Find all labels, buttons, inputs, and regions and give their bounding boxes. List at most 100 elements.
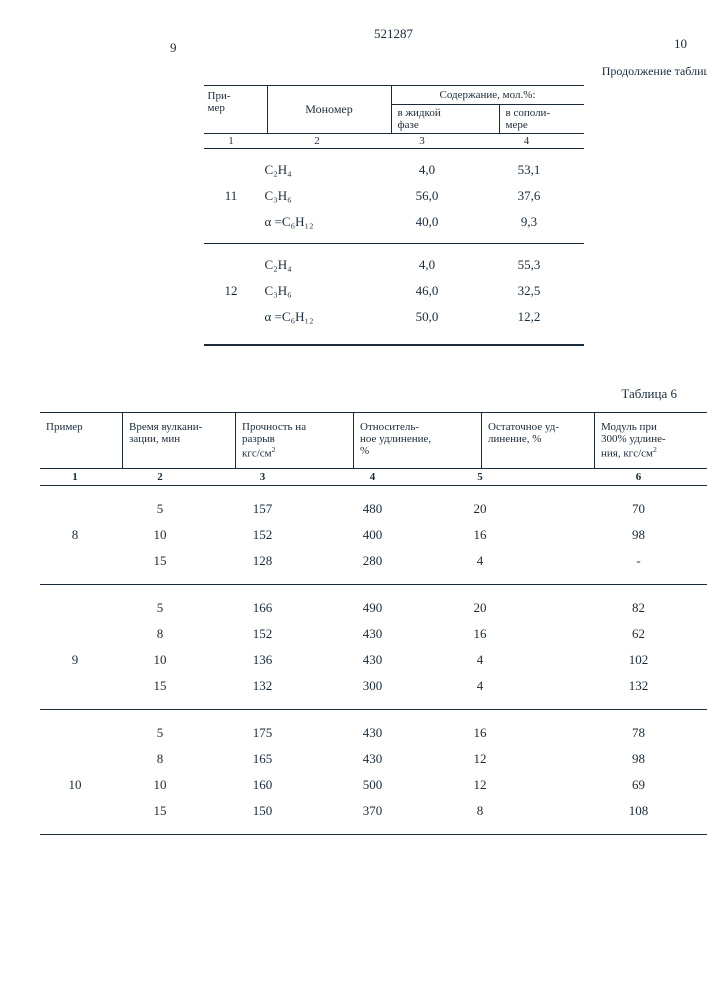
t5-colnum-3: 3: [375, 134, 470, 148]
t6-cell-perm-elong: 20: [430, 501, 530, 517]
table-5-body: C₂H₄4,053,111C₃H₆56,037,6α =C₆H₁₂40,09,3…: [204, 149, 584, 346]
t6-cell-modulus: 132: [530, 678, 707, 694]
table-row: C₂H₄4,055,3: [204, 252, 584, 278]
document-number: 521287: [374, 26, 413, 42]
t6-cell-time: 15: [110, 678, 210, 694]
t5-group: C₂H₄4,055,312C₃H₆46,032,5α =C₆H₁₂50,012,…: [204, 244, 584, 346]
table-row: 8101524001698: [40, 522, 707, 548]
page-number-left: 9: [170, 40, 177, 56]
t6-cell-perm-elong: 12: [430, 751, 530, 767]
t6-cell-strength: 166: [210, 600, 315, 616]
t6-header-perm-elong: Остаточное уд-линение, %: [482, 413, 595, 468]
t6-cell-perm-elong: 4: [430, 678, 530, 694]
t6-colnum-4: 4: [315, 469, 430, 485]
t5-cell-copolymer: 55,3: [475, 257, 584, 273]
table-row: 11C₃H₆56,037,6: [204, 183, 584, 209]
t6-cell-rel-elong: 300: [315, 678, 430, 694]
table-continuation-label: Продолжение таблицы 5: [40, 64, 707, 79]
t6-cell-strength: 136: [210, 652, 315, 668]
t6-cell-rel-elong: 430: [315, 751, 430, 767]
t6-colnum-3: 3: [210, 469, 315, 485]
t6-cell-rel-elong: 430: [315, 652, 430, 668]
t6-cell-perm-elong: 12: [430, 777, 530, 793]
table-6-body: 515748020708101524001698151282804-516649…: [40, 486, 707, 835]
table-row: 151323004132: [40, 673, 707, 699]
t6-cell-modulus: 98: [530, 751, 707, 767]
table-row: 81524301662: [40, 621, 707, 647]
table-row: 51754301678: [40, 720, 707, 746]
t5-group: C₂H₄4,053,111C₃H₆56,037,6 α =C₆H₁₂40,09,3: [204, 149, 584, 244]
t6-cell-strength: 160: [210, 777, 315, 793]
t6-colnum-5: 5: [430, 469, 530, 485]
t6-header-rel-elong: Относитель-ное удлинение,%: [354, 413, 482, 468]
t6-cell-perm-elong: 16: [430, 626, 530, 642]
t6-cell-rel-elong: 370: [315, 803, 430, 819]
t6-cell-time: 5: [110, 501, 210, 517]
t6-cell-modulus: 69: [530, 777, 707, 793]
t5-colnum-2: 2: [260, 134, 375, 148]
t5-header-liquid: в жидкойфазе: [392, 105, 500, 133]
table-6: Пример Время вулкани-зации, мин Прочност…: [40, 412, 707, 835]
t5-cell-liquid: 40,0: [380, 214, 475, 230]
t6-cell-strength: 157: [210, 501, 315, 517]
table-row: 10101605001269: [40, 772, 707, 798]
t6-cell-time: 10: [110, 652, 210, 668]
t5-cell-example: 11: [204, 188, 259, 204]
t6-header-time: Время вулкани-зации, мин: [123, 413, 236, 468]
page-header: 9 521287 10: [40, 30, 707, 60]
t6-cell-modulus: 108: [530, 803, 707, 819]
t6-cell-strength: 128: [210, 553, 315, 569]
t6-cell-strength: 152: [210, 626, 315, 642]
table-5-header: При-мер Мономер Содержание, мол.%: в жид…: [204, 85, 584, 133]
t6-cell-rel-elong: 400: [315, 527, 430, 543]
t5-cell-copolymer: 53,1: [475, 162, 584, 178]
t5-cell-liquid: 50,0: [380, 309, 475, 325]
t6-cell-perm-elong: 4: [430, 553, 530, 569]
t6-header-strength: Прочность наразрывкгс/см2: [236, 413, 354, 468]
table-row: 12C₃H₆46,032,5: [204, 278, 584, 304]
t6-cell-modulus: 70: [530, 501, 707, 517]
t6-cell-time: 8: [110, 751, 210, 767]
t6-header-modulus: Модуль при300% удлине-ния, кгс/см2: [595, 413, 707, 468]
t6-column-numbers: 1 2 3 4 5 6: [40, 469, 707, 486]
t6-cell-time: 10: [110, 777, 210, 793]
table-6-title: Таблица 6: [40, 386, 677, 402]
t6-cell-time: 8: [110, 626, 210, 642]
table-6-header: Пример Время вулкани-зации, мин Прочност…: [40, 413, 707, 469]
t6-cell-modulus: -: [530, 553, 707, 569]
table-row: C₂H₄4,053,1: [204, 157, 584, 183]
t6-group: 515748020708101524001698151282804-: [40, 486, 707, 585]
t6-cell-modulus: 102: [530, 652, 707, 668]
table-5: При-мер Мономер Содержание, мол.%: в жид…: [204, 85, 584, 346]
t6-cell-time: 5: [110, 600, 210, 616]
t6-cell-rel-elong: 480: [315, 501, 430, 517]
t5-cell-liquid: 56,0: [380, 188, 475, 204]
t6-cell-perm-elong: 16: [430, 527, 530, 543]
t5-colnum-1: 1: [204, 134, 260, 148]
t5-cell-monomer: α =C₆H₁₂: [259, 214, 380, 230]
t6-cell-example: 9: [40, 652, 110, 668]
t6-cell-example: 10: [40, 777, 110, 793]
t6-cell-modulus: 62: [530, 626, 707, 642]
t6-colnum-1: 1: [40, 469, 110, 485]
t6-cell-strength: 132: [210, 678, 315, 694]
t5-cell-example: 12: [204, 283, 259, 299]
t5-cell-monomer: C₃H₆: [259, 283, 380, 299]
t5-header-monomer: Мономер: [268, 86, 392, 133]
t6-cell-strength: 152: [210, 527, 315, 543]
t5-cell-monomer: α =C₆H₁₂: [259, 309, 380, 325]
t6-cell-modulus: 82: [530, 600, 707, 616]
table-row: 51664902082: [40, 595, 707, 621]
t6-cell-rel-elong: 430: [315, 725, 430, 741]
t5-cell-copolymer: 9,3: [475, 214, 584, 230]
t5-column-numbers: 1 2 3 4: [204, 133, 584, 149]
t6-cell-perm-elong: 16: [430, 725, 530, 741]
t6-cell-modulus: 78: [530, 725, 707, 741]
t6-cell-modulus: 98: [530, 527, 707, 543]
t6-cell-rel-elong: 280: [315, 553, 430, 569]
table-row: 151282804-: [40, 548, 707, 574]
t5-cell-copolymer: 32,5: [475, 283, 584, 299]
t6-colnum-2: 2: [110, 469, 210, 485]
t5-cell-monomer: C₃H₆: [259, 188, 380, 204]
table-row: 51574802070: [40, 496, 707, 522]
